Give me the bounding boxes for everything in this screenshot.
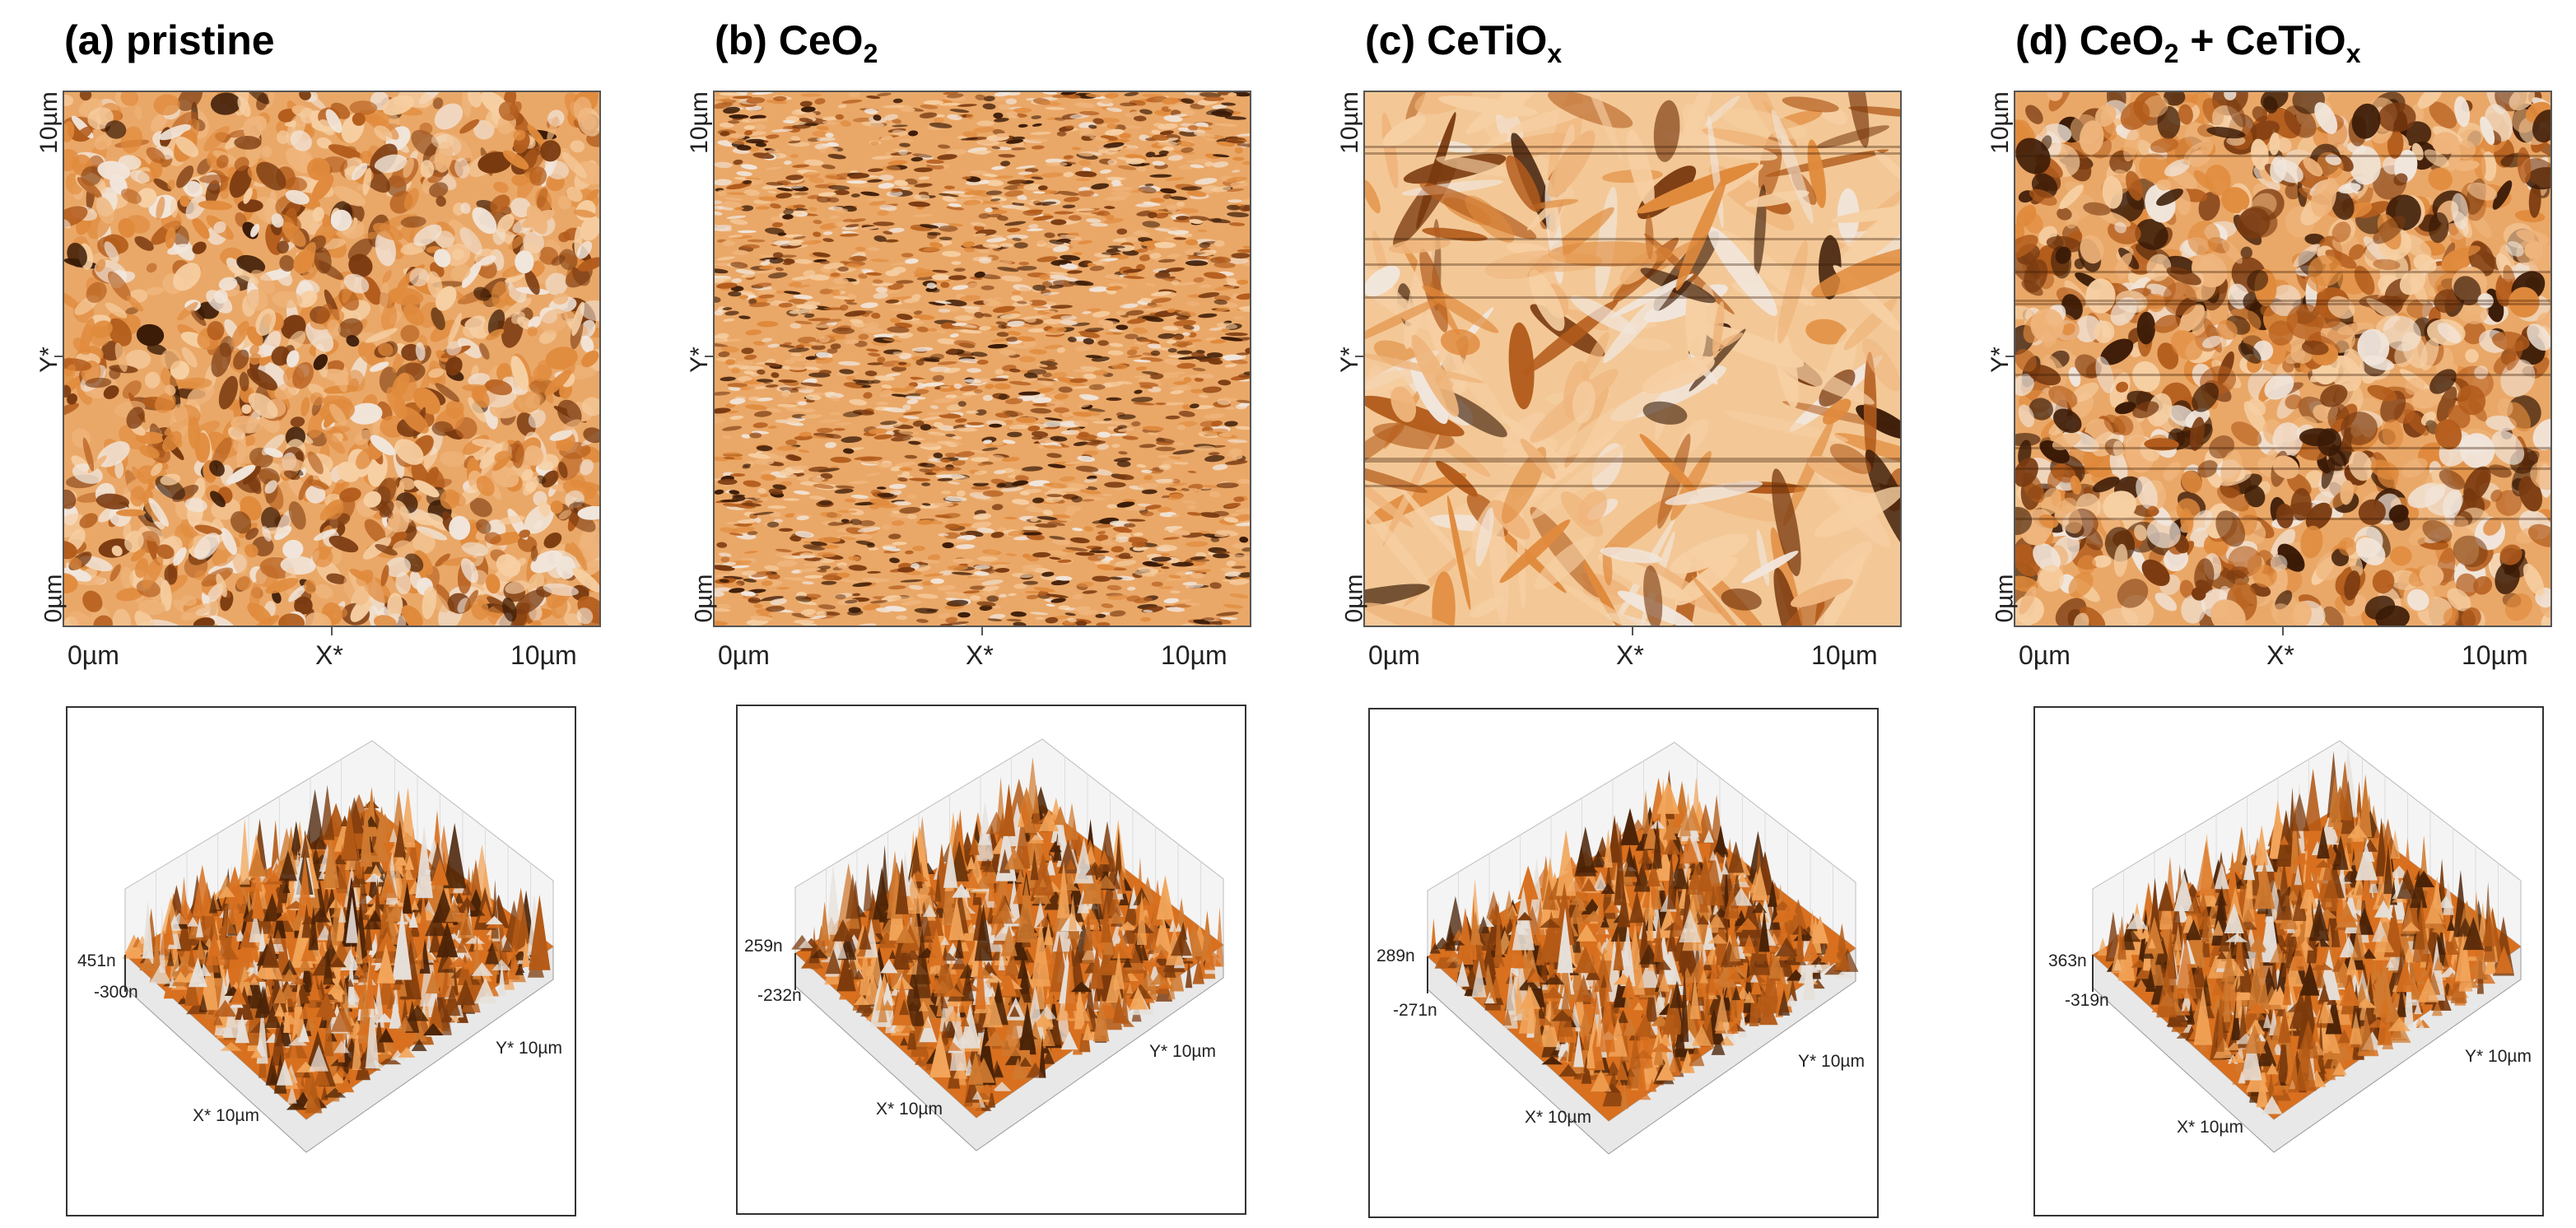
y-axis-top-label: 10µm bbox=[685, 91, 713, 154]
x-axis-left-label: 0µm bbox=[1368, 640, 1420, 670]
afm-3d-plot: 289n -271n X* 10µm Y* 10µm bbox=[1368, 708, 1879, 1218]
y-axis-label: Y* bbox=[35, 347, 63, 373]
y-axis-top-label: 10µm bbox=[1335, 91, 1363, 154]
afm-2d-map bbox=[1363, 91, 1902, 627]
z-max-label: 289n bbox=[1377, 947, 1415, 965]
panel-title: (c) CeTiOx bbox=[1365, 17, 1563, 68]
afm-3d-plot: 259n -232n X* 10µm Y* 10µm bbox=[736, 705, 1246, 1215]
x-axis-label: X* bbox=[1616, 640, 1644, 670]
z-max-label: 259n bbox=[744, 937, 783, 956]
x-3d-label: X* 10µm bbox=[193, 1106, 259, 1125]
x-axis-right-label: 10µm bbox=[2462, 640, 2528, 670]
panel-title: (a) pristine bbox=[64, 17, 275, 63]
y-axis-label: Y* bbox=[1335, 347, 1363, 373]
x-axis-label: X* bbox=[966, 640, 994, 670]
y-axis-label: Y* bbox=[1986, 347, 2014, 373]
afm-3d-plot: 451n -300n X* 10µm Y* 10µm bbox=[66, 706, 576, 1216]
z-min-label: -319n bbox=[2065, 991, 2109, 1010]
y-3d-label: Y* 10µm bbox=[1798, 1052, 1865, 1071]
z-min-label: -300n bbox=[94, 983, 138, 1002]
y-axis-label: Y* bbox=[685, 347, 713, 373]
y-3d-label: Y* 10µm bbox=[1149, 1042, 1216, 1061]
z-max-label: 363n bbox=[2048, 951, 2087, 970]
afm-3d-plot: 363n -319n X* 10µm Y* 10µm bbox=[2033, 706, 2544, 1216]
x-axis-left-label: 0µm bbox=[68, 640, 119, 670]
z-max-label: 451n bbox=[77, 951, 116, 970]
x-axis-right-label: 10µm bbox=[1161, 640, 1227, 670]
y-axis-bottom-label: 0µm bbox=[1991, 574, 2019, 623]
y-axis-bottom-label: 0µm bbox=[690, 574, 718, 623]
x-axis-label: X* bbox=[315, 640, 343, 670]
panel-title: (b) CeO2 bbox=[715, 17, 878, 68]
panel-a: (a) pristine 10µm Y* 0µm 0µm X* 10µm 451… bbox=[0, 0, 644, 1228]
x-axis-left-label: 0µm bbox=[2019, 640, 2071, 670]
x-3d-label: X* 10µm bbox=[2177, 1118, 2243, 1137]
y-3d-label: Y* 10µm bbox=[2465, 1047, 2532, 1066]
x-axis-right-label: 10µm bbox=[1811, 640, 1878, 670]
x-axis-right-label: 10µm bbox=[510, 640, 577, 670]
panel-c: (c) CeTiOx 10µm Y* 0µm 0µm X* 10µm 289n … bbox=[1301, 0, 1945, 1228]
x-3d-label: X* 10µm bbox=[1525, 1108, 1591, 1127]
afm-2d-map bbox=[713, 91, 1251, 627]
x-axis-label: X* bbox=[2266, 640, 2294, 670]
y-3d-label: Y* 10µm bbox=[496, 1039, 562, 1058]
x-3d-label: X* 10µm bbox=[876, 1100, 943, 1119]
panel-title: (d) CeO2 + CeTiOx bbox=[2015, 17, 2361, 68]
z-min-label: -232n bbox=[757, 986, 802, 1005]
afm-2d-map bbox=[63, 91, 601, 627]
panel-b: (b) CeO2 10µm Y* 0µm 0µm X* 10µm 259n -2… bbox=[650, 0, 1294, 1228]
panel-d: (d) CeO2 + CeTiOx 10µm Y* 0µm 0µm X* 10µ… bbox=[1951, 0, 2576, 1228]
y-axis-bottom-label: 0µm bbox=[1340, 574, 1368, 623]
y-axis-bottom-label: 0µm bbox=[40, 574, 68, 623]
afm-2d-map bbox=[2014, 91, 2552, 627]
x-axis-left-label: 0µm bbox=[718, 640, 770, 670]
z-min-label: -271n bbox=[1393, 1001, 1437, 1020]
y-axis-top-label: 10µm bbox=[35, 91, 63, 154]
y-axis-top-label: 10µm bbox=[1986, 91, 2014, 154]
